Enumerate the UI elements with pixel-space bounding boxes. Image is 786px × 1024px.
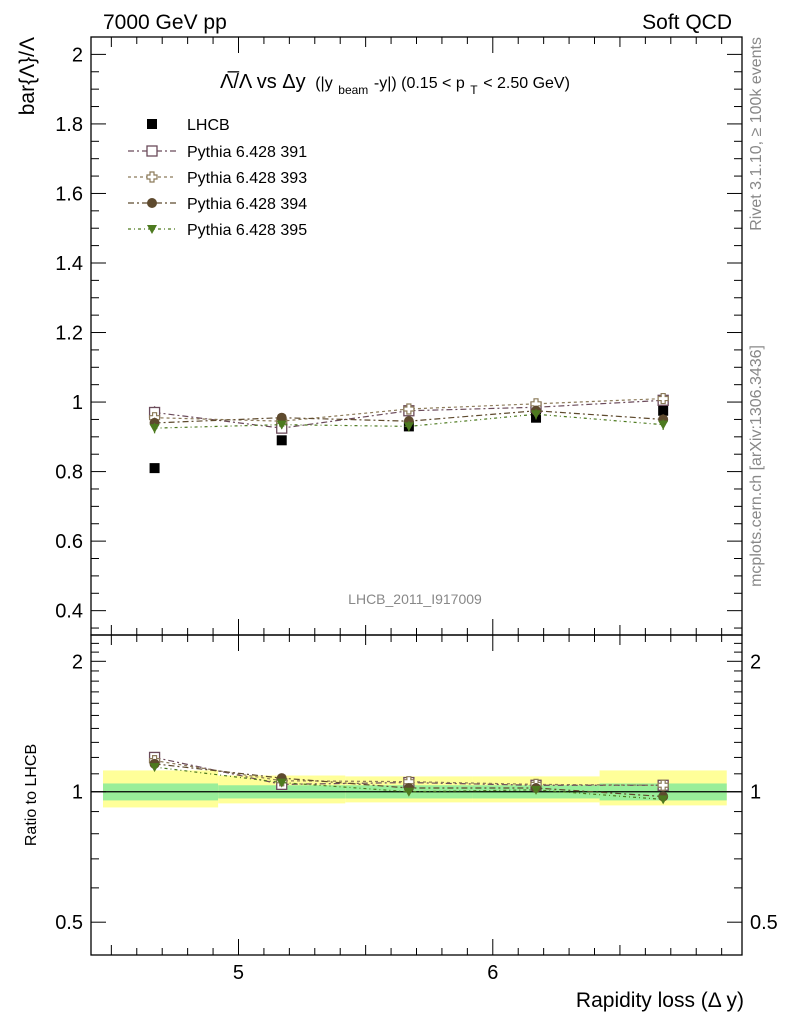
y-tick-label: 1.6 (55, 183, 83, 205)
data-point (403, 403, 415, 415)
legend-label: Pythia 6.428 391 (187, 144, 307, 161)
main-series (148, 392, 669, 474)
data-point (276, 412, 287, 423)
main-y-label: bar{Λ}/Λ (16, 37, 39, 115)
data-point (657, 779, 669, 791)
data-point (531, 410, 542, 420)
data-point (147, 225, 157, 234)
main-y-ticks: 0.4 0.6 0.8 1 1.2 1.4 1.6 1.8 2 (55, 44, 742, 629)
data-point (658, 405, 669, 416)
main-x-ticks (110, 37, 723, 635)
main-panel: 0.4 0.6 0.8 1 1.2 1.4 1.6 1.8 2 Λ̅/Λ vs Δy (|y b… (16, 36, 743, 636)
data-point (149, 424, 160, 434)
legend-label: LHCB (187, 117, 230, 134)
y-tick-label: 0.8 (55, 462, 83, 484)
analysis-watermark: LHCB_2011_I917009 (348, 591, 482, 607)
y-tick-label: 1.4 (55, 253, 83, 275)
rivet-label: Rivet 3.1.10, ≥ 100k events (748, 37, 765, 231)
header-left: 7000 GeV pp (103, 11, 227, 34)
chart-title-sub-3: < 2.50 GeV) (483, 75, 570, 92)
ratio-series-3 (149, 763, 669, 805)
legend-entry: LHCB (147, 117, 230, 134)
ratio-y-tick-label: 1 (72, 782, 83, 804)
data-point (146, 171, 158, 183)
ratio-y-tick-label: 2 (72, 651, 83, 673)
x-axis-label: Rapidity loss (Δ y) (576, 989, 744, 1012)
ratio-y-label: Ratio to LHCB (23, 744, 40, 846)
ratio-y-tick-label-right: 2 (750, 651, 761, 673)
mcplots-label: mcplots.cern.ch [arXiv:1306.3436] (748, 345, 765, 587)
series-4 (149, 409, 669, 434)
chart-title-main: Λ̅/Λ vs Δy (220, 70, 306, 93)
chart-title-sub-T: T (470, 83, 478, 97)
ratio-series (148, 751, 669, 805)
ratio-y-tick-label: 0.5 (55, 912, 83, 934)
legend-entry: Pythia 6.428 393 (128, 170, 307, 187)
data-point (147, 198, 157, 208)
legend-label: Pythia 6.428 394 (187, 196, 307, 213)
chart-title-sub-beam: beam (338, 83, 368, 97)
data-point (149, 763, 160, 773)
data-point (403, 422, 414, 432)
chart-title: Λ̅/Λ vs Δy (|y beam -y|) (0.15 < p T < 2… (220, 70, 570, 99)
chart-title-sub-2: -y|) (0.15 < p (374, 75, 465, 92)
data-point (658, 420, 669, 430)
chart-title-sub-1: (|y (315, 75, 332, 92)
legend-entry: Pythia 6.428 395 (128, 222, 307, 239)
ratio-uncertainty-bands (103, 770, 727, 808)
data-point (276, 420, 287, 430)
ratio-y-tick-label-right: 1 (750, 782, 761, 804)
data-point (149, 463, 160, 474)
y-tick-label: 1.8 (55, 114, 83, 136)
data-point (658, 795, 669, 805)
y-tick-label: 2 (72, 44, 83, 66)
data-point (403, 787, 414, 797)
data-point (276, 435, 287, 446)
legend-label: Pythia 6.428 395 (187, 222, 307, 239)
header-right: Soft QCD (642, 11, 732, 34)
data-point (146, 145, 158, 157)
ratio-series-line (154, 760, 664, 786)
y-tick-label: 1 (72, 392, 83, 414)
y-tick-label: 1.2 (55, 323, 83, 345)
data-point (531, 785, 542, 795)
x-tick-label: 5 (233, 962, 244, 984)
data-point (276, 778, 287, 788)
ratio-y-ticks: 0.5 0.5 1 1 2 2 (55, 642, 778, 934)
x-tick-label: 6 (487, 962, 498, 984)
ratio-y-tick-label-right: 0.5 (750, 912, 778, 934)
y-tick-label: 0.4 (55, 601, 83, 623)
legend: LHCB Pythia 6.428 391 Pythia 6.428 393 Pyth… (128, 117, 307, 239)
data-point (657, 392, 669, 405)
y-tick-label: 0.6 (55, 531, 83, 553)
legend-entry: Pythia 6.428 391 (128, 144, 307, 161)
legend-label: Pythia 6.428 393 (187, 170, 307, 187)
data-point (147, 119, 157, 129)
legend-entry: Pythia 6.428 394 (128, 196, 307, 213)
